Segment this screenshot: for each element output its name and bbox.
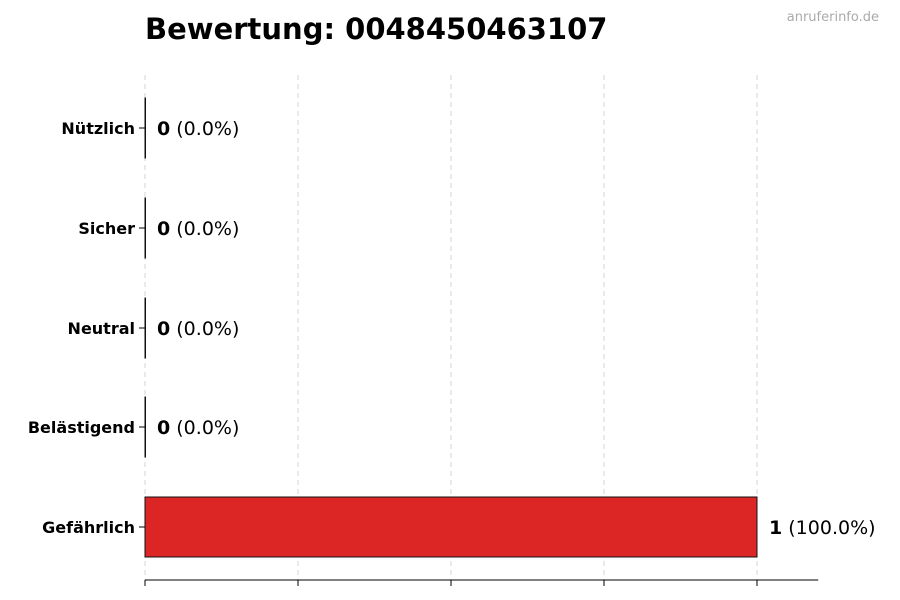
y-tick-label: Gefährlich [42,518,135,537]
chart-title: Bewertung: 0048450463107 [145,12,608,46]
bar [144,396,146,458]
data-value: 0 [157,318,170,340]
bar [144,496,758,558]
data-label: 1 (100.0%) [769,517,876,539]
y-tick-label: Neutral [68,319,135,338]
data-value: 0 [157,118,170,140]
bar [144,297,146,359]
data-value: 0 [157,417,170,439]
data-label: 0 (0.0%) [157,318,239,340]
data-label: 0 (0.0%) [157,218,239,240]
data-percent: (100.0%) [782,517,875,539]
bar [144,97,146,159]
data-value: 0 [157,218,170,240]
data-percent: (0.0%) [170,218,239,240]
data-value: 1 [769,517,782,539]
bar [144,197,146,259]
data-percent: (0.0%) [170,318,239,340]
y-tick-label: Nützlich [61,119,135,138]
data-label: 0 (0.0%) [157,118,239,140]
data-percent: (0.0%) [170,118,239,140]
data-label: 0 (0.0%) [157,417,239,439]
y-tick-label: Belästigend [28,418,135,437]
data-percent: (0.0%) [170,417,239,439]
y-tick-label: Sicher [78,219,135,238]
watermark: anruferinfo.de [786,10,879,25]
